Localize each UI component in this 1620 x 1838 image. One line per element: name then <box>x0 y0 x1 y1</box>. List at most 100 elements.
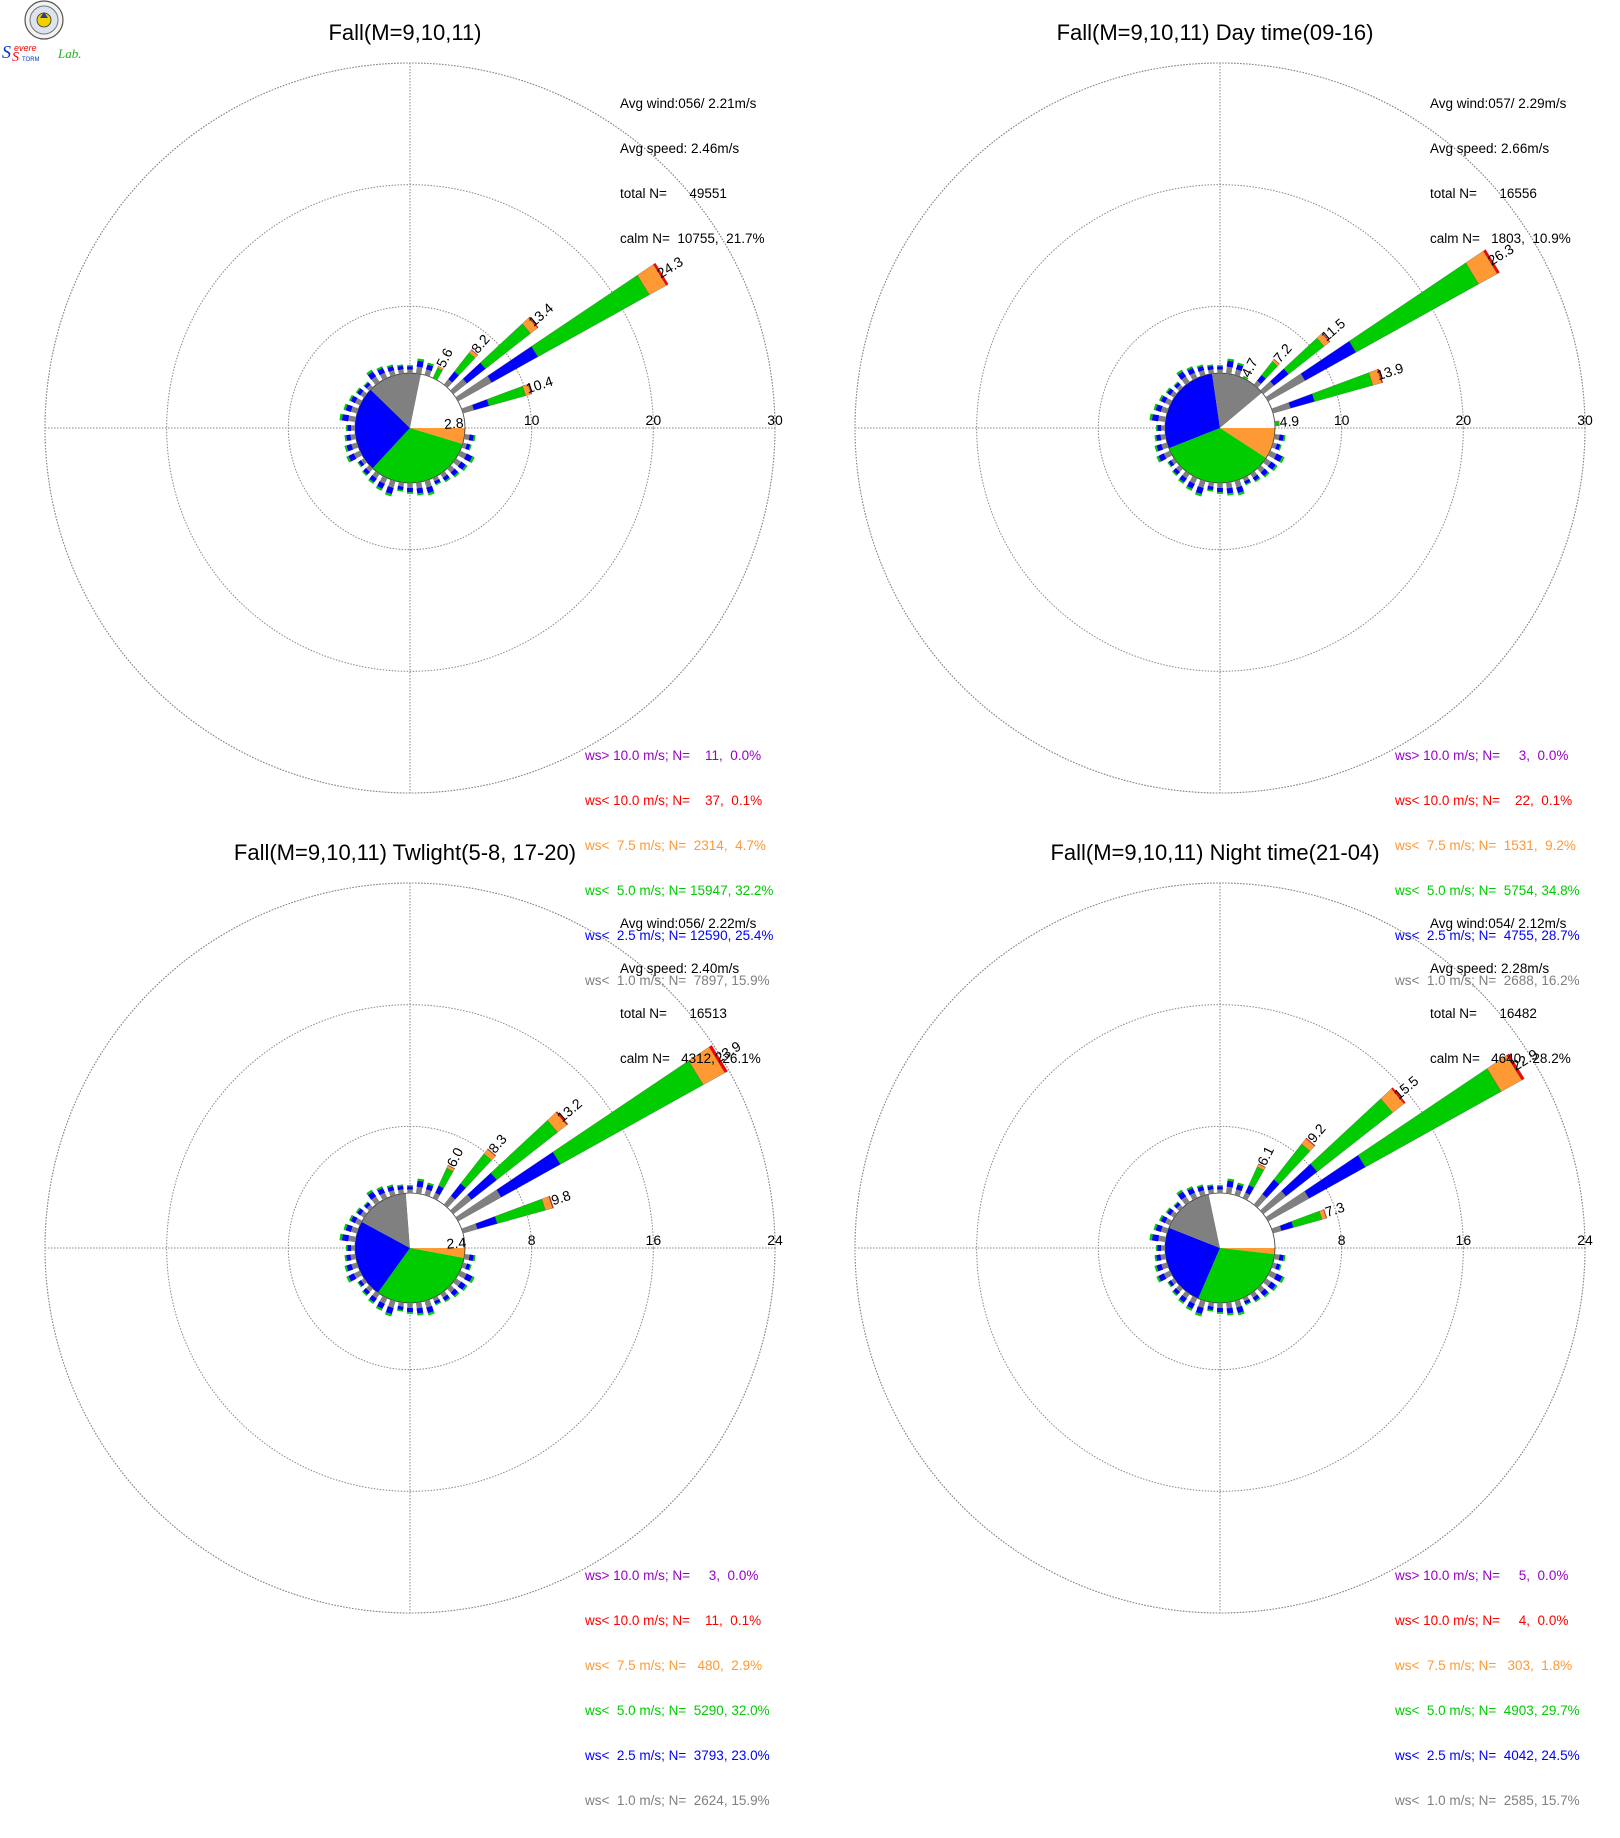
minor-petal-segment <box>407 369 413 374</box>
minor-petal-segment <box>1275 443 1281 451</box>
minor-petal-segment <box>376 1301 385 1309</box>
minor-petal-segment <box>376 1186 383 1191</box>
petal-value-label: 7.3 <box>1323 1199 1347 1220</box>
minor-petal-segment <box>1181 1196 1190 1206</box>
pie-slice-ws_lt_1 <box>370 373 421 428</box>
minor-petal-segment <box>1198 1190 1206 1197</box>
minor-petal-segment <box>1267 1281 1276 1290</box>
minor-petal-segment <box>1186 481 1195 489</box>
minor-petal-segment <box>1208 481 1215 487</box>
minor-petal-segment <box>1168 460 1175 467</box>
ring-label: 20 <box>646 412 662 428</box>
minor-petal-segment <box>1267 450 1277 459</box>
legend-entry: ws< 1.0 m/s; N= 7897, 15.9% <box>585 973 770 988</box>
minor-petal-segment <box>1167 388 1174 396</box>
minor-petal-segment <box>1245 481 1252 486</box>
minor-petal-segment <box>461 442 467 449</box>
minor-petal-segment <box>457 450 467 459</box>
logo-word-evere: evere <box>14 43 37 53</box>
wind-rose-plot: 8 16 246.08.313.223.99.82.4 <box>44 882 783 1614</box>
petal-segment-ws_lt_10 <box>1258 1163 1266 1168</box>
minor-petal-segment <box>427 1311 435 1316</box>
minor-petal-segment <box>386 364 394 368</box>
pie-slice-ws_lt_7_5 <box>410 428 465 445</box>
ring-label: 10 <box>1334 412 1350 428</box>
wind-rose-panel-fall-twilight: 8 16 24 6.0 8.3 13.2 23.9 9.8 2.4 Fall(M=9,10,11… <box>0 820 810 1808</box>
minor-petal-segment <box>360 390 368 398</box>
wind-rose-panel-fall-day: 10 20 30 4.7 7.2 11.5 26.3 13.9 4.9 Fall(M=9,10,… <box>810 0 1620 988</box>
minor-petal-segment <box>1161 1262 1169 1270</box>
minor-petal-segment <box>1234 1189 1242 1197</box>
minor-petal-segment <box>386 1184 394 1188</box>
minor-petal-segment <box>1156 1275 1162 1283</box>
minor-petal-segment <box>398 481 405 487</box>
minor-petal-segment <box>388 1299 396 1308</box>
legend-entry: ws< 10.0 m/s; N= 37, 0.1% <box>585 793 763 808</box>
pie-slice-calm <box>1220 392 1275 428</box>
minor-petal-segment <box>398 1301 405 1307</box>
minor-petal-segment <box>1151 414 1160 422</box>
minor-petal-segment <box>427 491 435 496</box>
minor-petal-segment <box>435 481 442 486</box>
minor-petal-segment <box>463 453 473 462</box>
minor-petal-segment <box>1207 364 1214 367</box>
minor-petal-segment <box>1153 403 1158 411</box>
minor-petal-segment <box>1273 1273 1283 1282</box>
minor-petal-segment <box>469 1276 475 1284</box>
petal-segment-ws_lt_10 <box>447 1164 456 1170</box>
minor-petal-segment <box>388 1190 396 1197</box>
minor-petal-segment <box>1158 1235 1167 1243</box>
minor-petal-segment <box>1167 1208 1174 1216</box>
minor-petal-segment <box>1282 1254 1286 1262</box>
minor-petal-segment <box>461 1262 467 1269</box>
minor-petal-segment <box>375 486 383 491</box>
minor-petal-segment <box>366 464 374 472</box>
minor-petal-segment <box>346 1263 354 1272</box>
minor-petal-segment <box>407 1307 413 1313</box>
minor-petal-segment <box>375 1306 383 1311</box>
pie-slice-ws_lt_2_5 <box>1165 373 1220 449</box>
minor-petal-segment <box>407 1186 413 1190</box>
minor-petal-segment <box>1217 1307 1223 1313</box>
minor-petal-segment <box>343 403 348 411</box>
minor-petal-segment <box>416 1180 424 1188</box>
pie-slice-ws_lt_7_5 <box>1220 428 1275 459</box>
avg-speed-text: Avg speed: 2.66m/s <box>1430 141 1550 156</box>
minor-petal-segment <box>1250 1290 1258 1298</box>
minor-petal-segment <box>1226 360 1234 368</box>
minor-petal-segment <box>341 1234 350 1242</box>
minor-petal-segment <box>1242 475 1249 482</box>
wind-rose-plot: 10 20 304.77.211.526.313.94.9 <box>854 62 1593 794</box>
minor-petal-segment <box>415 1186 423 1195</box>
minor-petal-segment <box>388 370 396 377</box>
minor-petal-segment <box>366 1204 374 1212</box>
minor-petal-segment <box>1217 482 1223 488</box>
minor-petal-segment <box>1227 358 1235 362</box>
minor-petal-segment <box>1174 1202 1181 1209</box>
minor-petal-segment <box>1156 443 1164 452</box>
legend-entry: ws< 2.5 m/s; N= 3793, 23.0% <box>585 1748 770 1763</box>
grid-ring <box>166 1004 654 1492</box>
minor-petal-segment <box>358 1280 365 1287</box>
pie-slice-ws_lt_1 <box>1168 1194 1220 1248</box>
minor-petal-segment <box>424 369 432 377</box>
legend-entry: ws< 2.5 m/s; N= 4755, 28.7% <box>1395 928 1580 943</box>
minor-petal-segment <box>367 371 377 380</box>
minor-petal-segment <box>407 482 413 488</box>
minor-petal-segment <box>358 460 365 467</box>
minor-petal-segment <box>425 1184 434 1192</box>
minor-petal-segment <box>1260 468 1269 477</box>
wind-rose-plot: 8 16 246.19.215.522.97.3 <box>854 882 1593 1614</box>
minor-petal-segment <box>1217 1189 1223 1194</box>
ring-label: 24 <box>767 1232 783 1248</box>
minor-petal-segment <box>1208 1301 1215 1307</box>
minor-petal-segment <box>346 443 354 452</box>
minor-petal-segment <box>1158 415 1167 423</box>
minor-petal-segment <box>1282 434 1286 442</box>
minor-petal-segment <box>450 468 459 477</box>
legend-entry: ws< 7.5 m/s; N= 2314, 4.7% <box>585 838 766 853</box>
minor-petal-segment <box>1155 1224 1163 1232</box>
legend-entry: ws< 1.0 m/s; N= 2688, 16.2% <box>1395 973 1580 988</box>
minor-petal-segment <box>415 1301 423 1309</box>
minor-petal-segment <box>1195 1306 1204 1315</box>
